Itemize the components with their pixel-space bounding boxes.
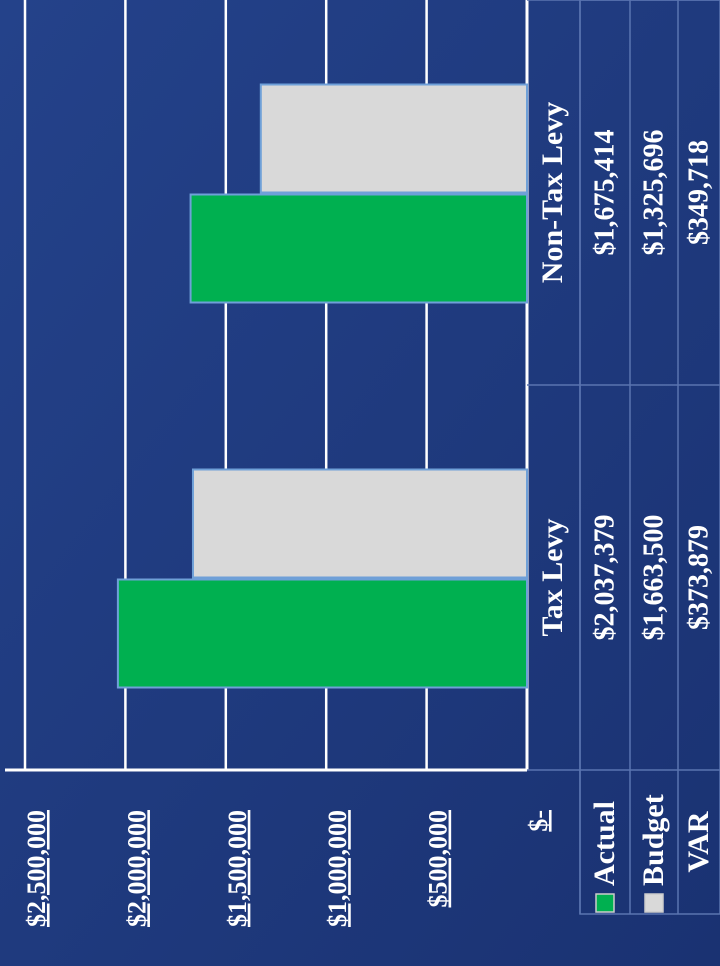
table-value: $349,718 — [683, 140, 714, 245]
y-tick-label: $2,500,000 — [22, 810, 51, 927]
table-value: $1,325,696 — [638, 130, 669, 256]
table-value: $1,675,414 — [589, 130, 620, 256]
rotated-frame: $- $500,000 $1,000,000 $1,500,000 $2,000,000… — [5, 0, 720, 927]
legend-label: Budget — [637, 794, 670, 886]
row-label: VAR — [682, 811, 715, 872]
category-label: Non-Tax Levy — [536, 102, 569, 283]
y-tick-label: $- — [524, 810, 553, 832]
bar — [259, 83, 528, 194]
legend-label: Actual — [588, 801, 621, 886]
legend-swatch — [644, 893, 664, 913]
table-value: $1,663,500 — [638, 515, 669, 641]
y-tick-label: $1,000,000 — [323, 810, 352, 927]
table-value: $373,879 — [683, 525, 714, 630]
y-tick-label: $500,000 — [424, 810, 453, 908]
bar — [116, 578, 529, 689]
category-label: Tax Levy — [536, 518, 569, 636]
y-tick-label: $2,000,000 — [122, 810, 151, 927]
legend-swatch — [595, 893, 615, 913]
y-tick-label: $1,500,000 — [223, 810, 252, 927]
bar — [191, 468, 528, 579]
bar — [189, 193, 528, 304]
table-value: $2,037,379 — [589, 515, 620, 641]
